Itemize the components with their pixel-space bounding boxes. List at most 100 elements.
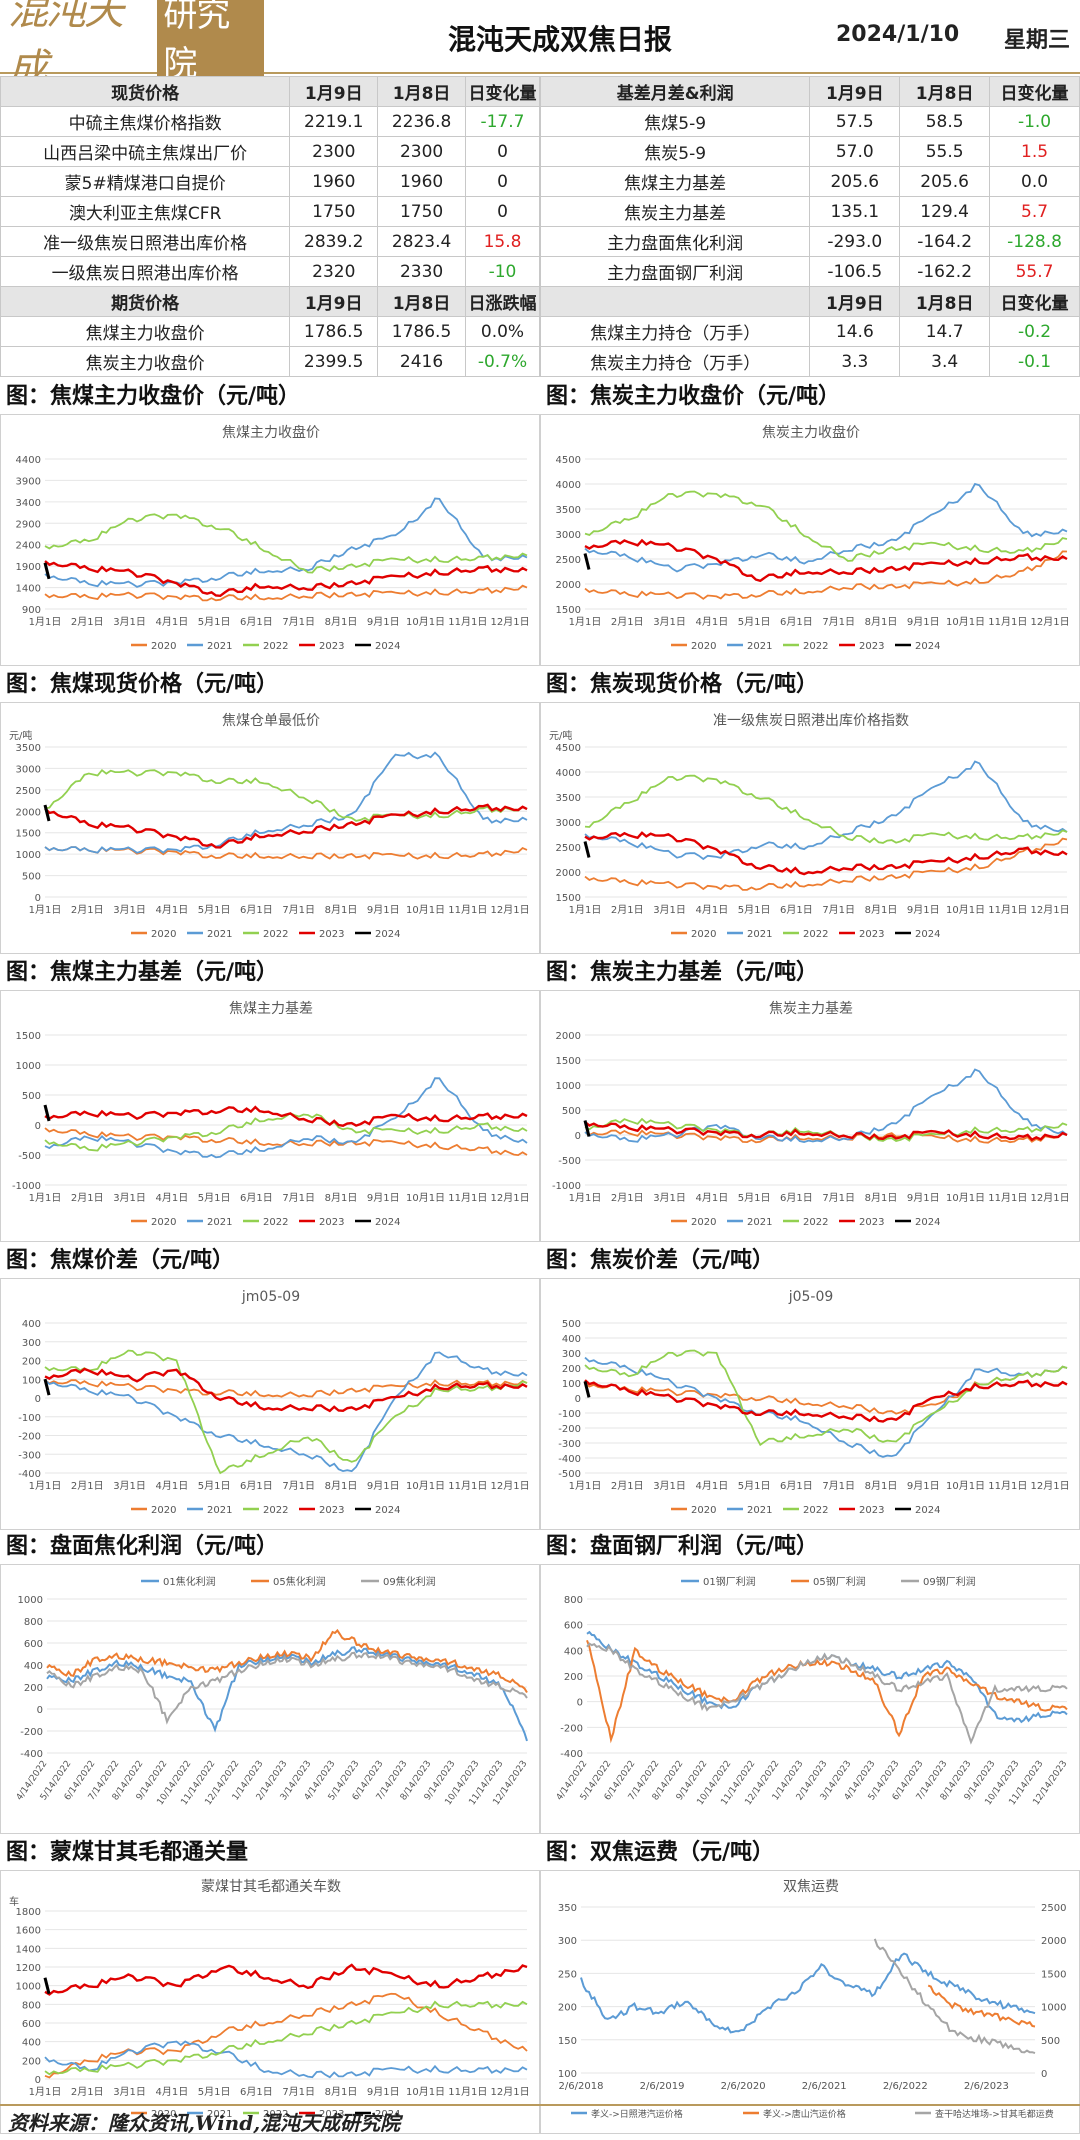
series-line-2022 [44,768,528,823]
y-tick-label: -500 [558,1469,581,1480]
chart-freight: 双焦运费 350 300 250 200 150 100 2500 2000 1500 1000 50… [540,1870,1080,2134]
y-tick-label: 0 [35,1121,41,1132]
series-line-2023 [44,560,528,598]
y-tick-label: 250 [558,1969,577,1980]
y-tick-label: 200 [24,1683,43,1694]
col-header: 基差月差&利润 [539,76,811,107]
legend-label: 2023 [319,1217,344,1228]
chart-jm-close-svg: 焦煤主力收盘价 4400 3900 3400 2900 2400 1900 1400 9001月… [16,424,530,652]
y-tick-label: 2500 [1041,1903,1066,1914]
x-tick-label: 12月1日 [1031,1480,1070,1492]
x-tick-label: 12月1日 [491,616,530,628]
value-day2: 2416 [377,346,466,377]
value-day1: 205.6 [809,166,901,197]
y-tick-label: 1400 [16,584,41,595]
y-tick-label: 300 [562,1349,581,1360]
legend-label: 2022 [803,1505,828,1516]
legend-label: 01焦化利润 [163,1575,216,1588]
x-tick-label: 1月1日 [569,1192,602,1204]
y-tick-label: 800 [22,2000,41,2011]
series-line-09焦化利润 [46,1651,528,1725]
series-line-09钢厂利润 [586,1642,1068,1745]
x-tick-label: 9月1日 [367,1480,400,1492]
value-day1: 57.0 [809,136,901,167]
chart-j-spot: 准一级焦炭日照港出库价格指数 元/吨 4500 4000 3500 3000 2500 200… [540,702,1080,954]
x-tick-label: 2月1日 [71,1480,104,1492]
row-label: 主力盘面钢厂利润 [539,256,811,287]
x-tick-label: 2/6/2022 [883,2081,928,2092]
value-day2: 2823.4 [377,226,466,257]
y-tick-label: 500 [22,1091,41,1102]
x-tick-label: 1月1日 [29,616,62,628]
legend-label: 09焦化利润 [383,1575,436,1588]
x-tick-label: 2月1日 [611,1480,644,1492]
y-tick-label: 200 [564,1672,583,1683]
series-line-孝义->日照港汽运价格 [580,1952,1036,2034]
value-day1: 1960 [289,166,379,197]
y-tick-label: 100 [558,2069,577,2080]
x-tick-label: 1月1日 [569,616,602,628]
x-tick-label: 9月1日 [367,1192,400,1204]
chart-coking-profit: 01焦化利润 05焦化利润 09焦化利润 1000 800 600 400 200 0 -200 -… [0,1564,540,1834]
y-tick-label: 3500 [556,505,581,516]
x-tick-label: 6月1日 [240,616,273,628]
y-tick-label: 2900 [16,519,41,530]
row-label: 焦炭5-9 [539,136,811,167]
series-line-2020 [44,584,528,602]
y-tick-label: 1500 [16,1031,41,1042]
legend-label: 2021 [207,1217,232,1228]
legend-label: 2024 [375,2109,400,2120]
x-tick-label: 7月1日 [822,1480,855,1492]
value-day2: 2330 [377,256,466,287]
y-tick-label: 200 [22,1357,41,1368]
legend-label: 2022 [263,1505,288,1516]
chart-title: jm05-09 [241,1289,300,1305]
y-tick-label: -400 [18,1469,41,1480]
series-line-05焦化利润 [46,1628,528,1694]
legend-label: 2020 [151,641,176,652]
col-header: 1月9日 [289,76,379,107]
y-tick-label: 300 [558,1936,577,1947]
row-label: 焦煤主力持仓（万手） [539,316,811,347]
x-tick-label: 6月1日 [780,1192,813,1204]
value-change: -0.2 [989,316,1080,347]
y-tick-label: 0 [575,1131,581,1142]
y-tick-label: 400 [22,1319,41,1330]
x-tick-label: 12月1日 [491,2086,530,2098]
y-tick-label: 1500 [556,1056,581,1067]
x-tick-label: 8月1日 [325,1192,358,1204]
y-tick-label: 4000 [556,480,581,491]
chart-section-title: 图：焦煤价差（元/吨） [6,1247,235,1273]
y-tick-label: 0 [577,1698,583,1709]
y-tick-label: 1000 [1041,2003,1066,2014]
y-tick-label: 100 [22,1375,41,1386]
x-tick-label: 8月1日 [865,616,898,628]
legend-label: 05焦化利润 [273,1575,326,1588]
legend-label: 2021 [207,641,232,652]
chart-jm-spread-svg: jm05-09 400 300 200 100 0 -100 -200 -300 -4001月1日… [18,1289,529,1516]
x-tick-label: 7月1日 [822,1192,855,1204]
value-change: -17.7 [464,106,541,137]
value-change: 1.5 [989,136,1080,167]
series-line-2024 [583,1381,591,1398]
x-tick-label: 11月1日 [988,904,1027,916]
series-line-2024 [43,1378,51,1396]
series-line-2024 [583,841,591,858]
x-tick-label: 6月1日 [240,1192,273,1204]
y-tick-label: 0 [35,2075,41,2086]
y-tick-label: 300 [22,1338,41,1349]
legend-label: 2021 [747,1217,772,1228]
x-tick-label: 8月1日 [325,904,358,916]
y-tick-label: 1000 [16,850,41,861]
x-tick-label: 8月1日 [325,1480,358,1492]
y-tick-label: 1900 [16,562,41,573]
y-tick-label: 3500 [556,793,581,804]
y-tick-label: 3900 [16,476,41,487]
series-line-2021 [44,1077,528,1159]
series-line-孝义->唐山汽运价格 [927,1984,1036,2028]
position-table-header: 1月9日 1月8日 日变化量 [539,286,1080,317]
legend-label: 2024 [915,929,940,940]
value-day1: 2219.1 [289,106,379,137]
